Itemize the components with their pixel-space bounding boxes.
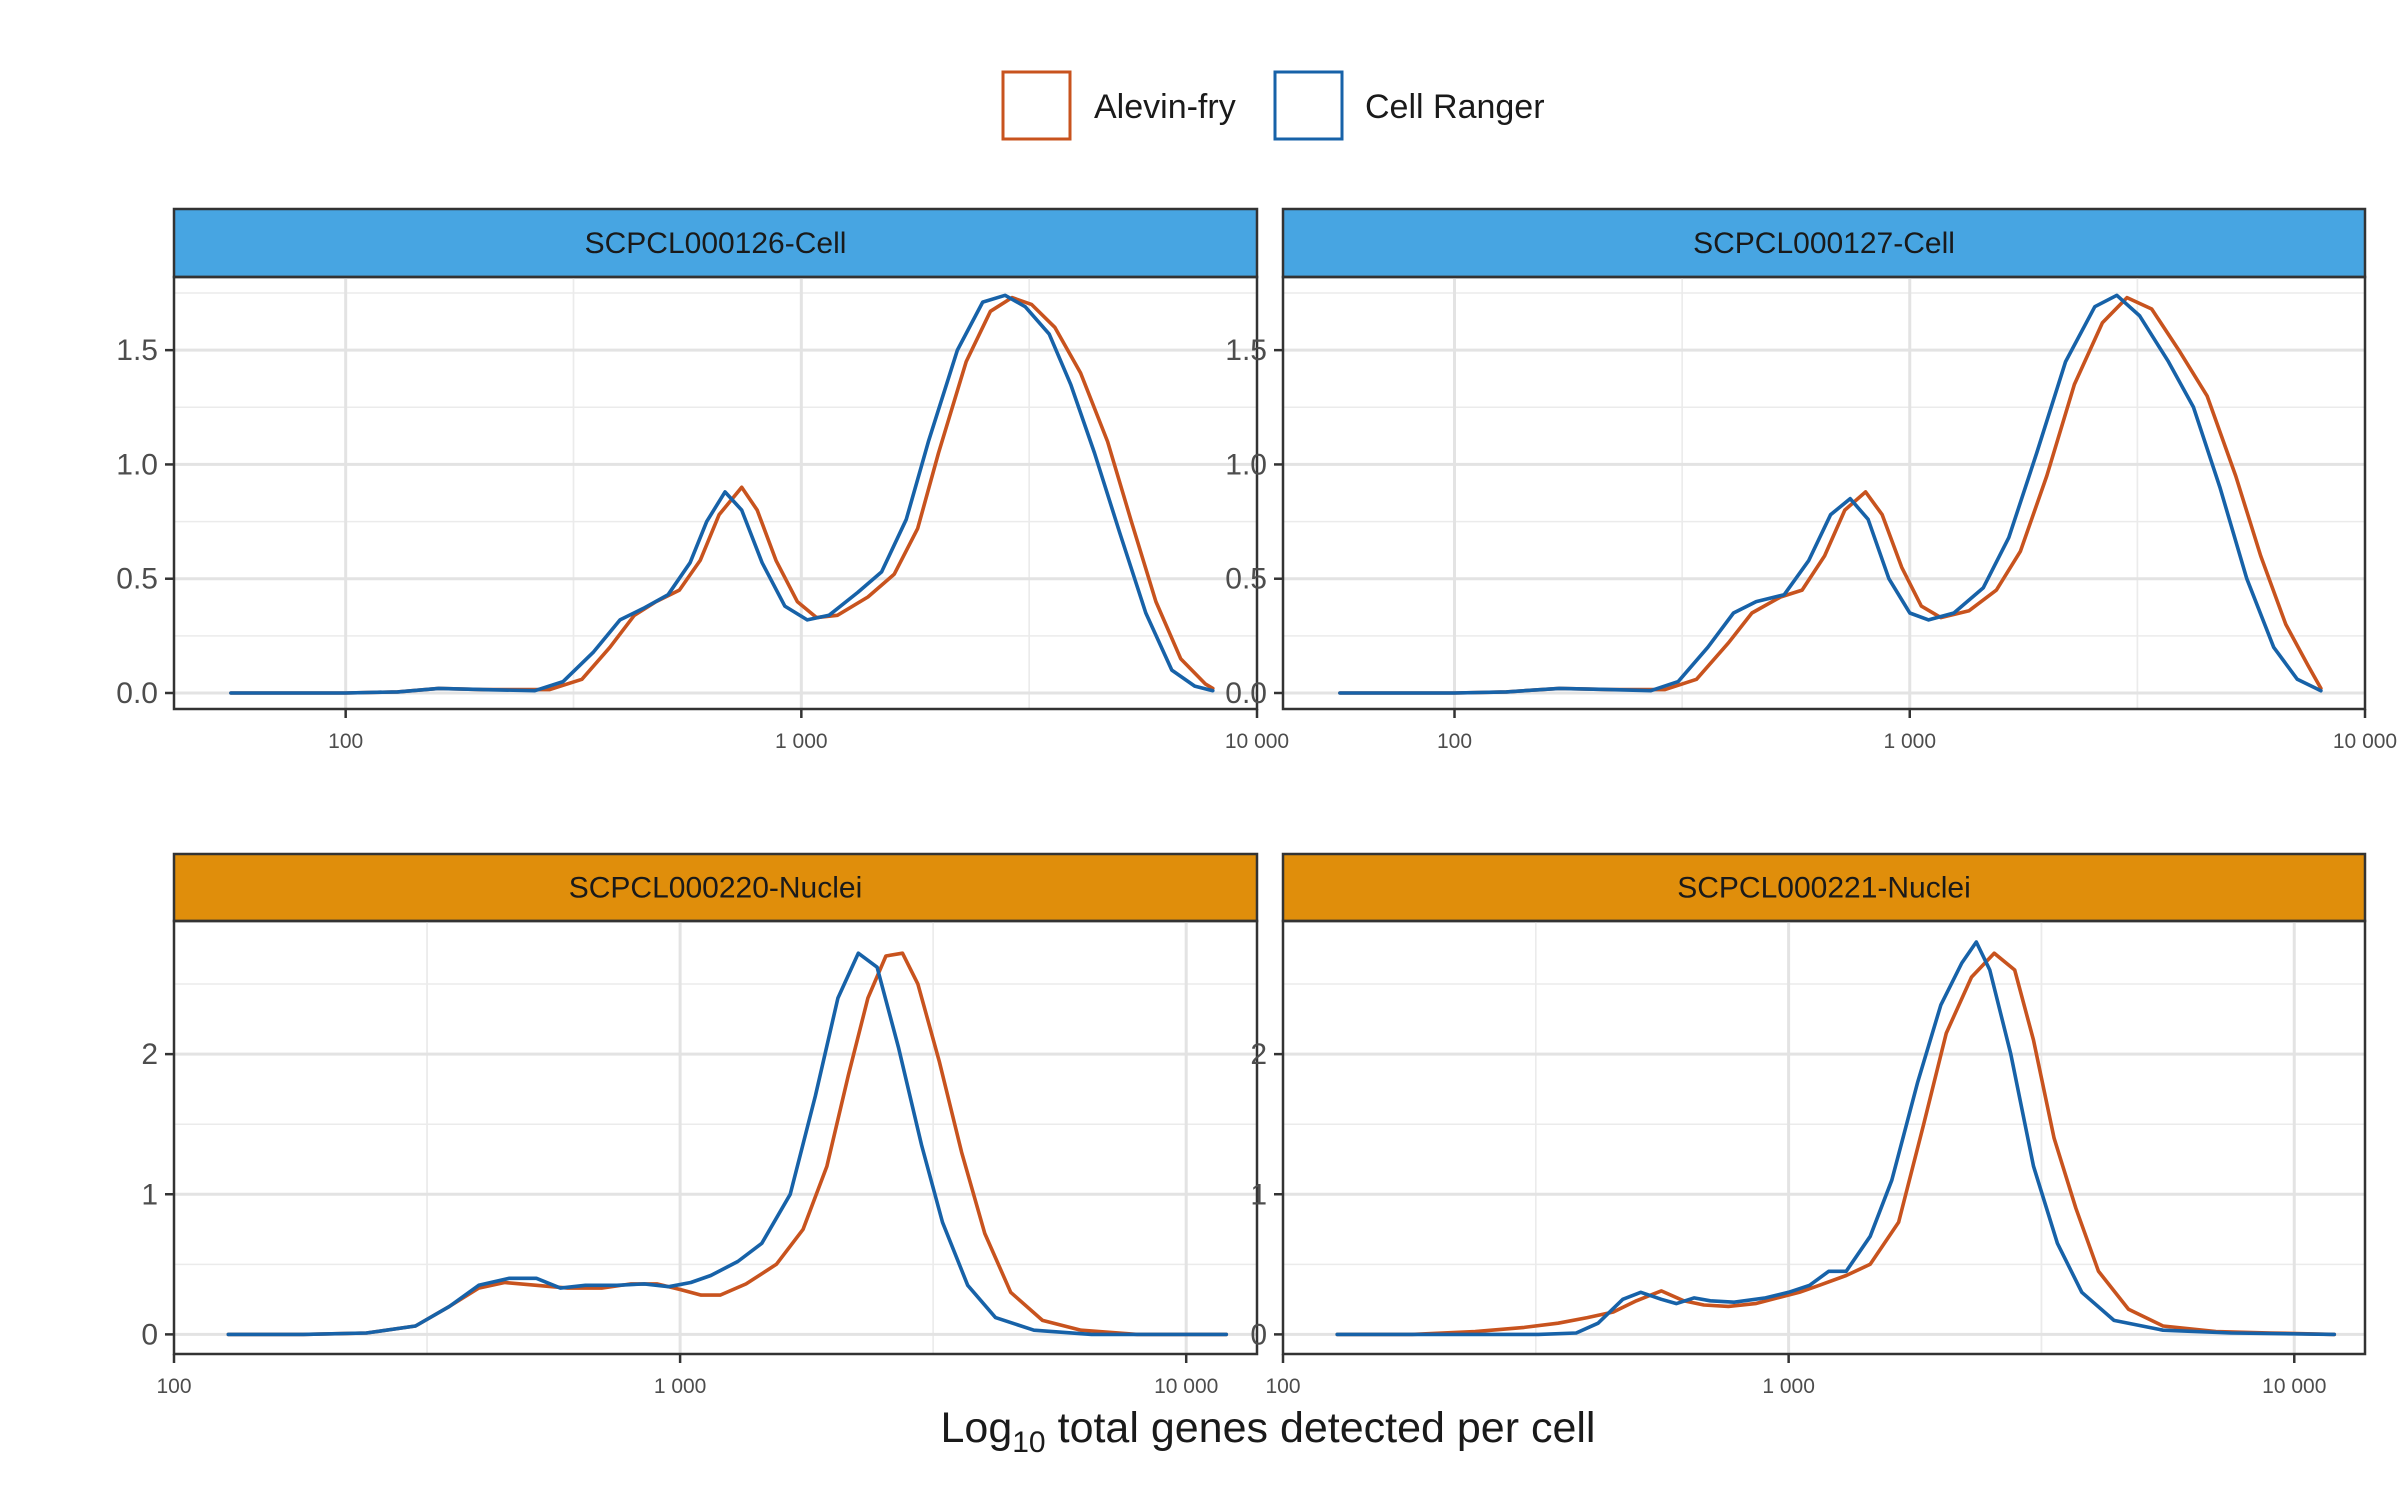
x-axis-title: Log10 total genes detected per cell xyxy=(941,1404,1596,1459)
panel-border xyxy=(1281,919,2367,1356)
y-tick-label: 0.0 xyxy=(1225,677,1267,710)
y-tick-label: 1.0 xyxy=(116,448,158,481)
series-line-cell-ranger xyxy=(1338,293,2323,695)
x-tick-label: 100 xyxy=(1437,730,1472,753)
y-tick-label: 1.5 xyxy=(116,334,158,367)
x-axis: 100 1 000 10 000 xyxy=(328,709,1289,753)
x-tick-label: 1 000 xyxy=(1762,1375,1815,1398)
x-axis-title-prefix: Log xyxy=(941,1404,1013,1452)
y-tick-label: 0.5 xyxy=(1225,563,1267,596)
x-tick-label: 1 000 xyxy=(654,1375,707,1398)
y-tick-label: 0 xyxy=(141,1318,158,1351)
strip-background xyxy=(1281,852,2367,923)
x-tick-label: 100 xyxy=(1265,1375,1300,1398)
strip-background xyxy=(172,852,1259,923)
y-tick-label: 1.5 xyxy=(1225,334,1267,367)
x-axis: 100 1 000 10 000 xyxy=(156,1354,1218,1398)
strip-background xyxy=(1281,207,2367,279)
y-tick-label: 2 xyxy=(1250,1038,1267,1071)
y-tick-label: 1.0 xyxy=(1225,448,1267,481)
series-line-alevin-fry xyxy=(226,951,1229,1337)
series-line-cell-ranger xyxy=(229,293,1215,695)
panel-scpcl000221-nuclei: SCPCL000221-Nuclei 0 1 2 100 1 000 10 000 xyxy=(1250,852,2367,1398)
strip-background xyxy=(172,207,1259,279)
panel-scpcl000126-cell: SCPCL000126-Cell 0.0 0.5 1.0 1.5 100 1 000 10 … xyxy=(116,207,1289,753)
strip-label: SCPCL000127-Cell xyxy=(1693,227,1955,260)
gridlines xyxy=(1283,277,2365,709)
legend: Alevin-fry Cell Ranger xyxy=(1001,70,1545,141)
x-tick-label: 100 xyxy=(328,730,363,753)
x-tick-label: 10 000 xyxy=(2262,1375,2326,1398)
x-tick-label: 1 000 xyxy=(775,730,828,753)
strip-label: SCPCL000126-Cell xyxy=(585,227,847,260)
legend-key-alevin-fry xyxy=(1001,70,1072,141)
series-lines xyxy=(226,951,1229,1337)
x-tick-label: 1 000 xyxy=(1883,730,1936,753)
legend-key-cell-ranger xyxy=(1273,70,1344,141)
x-axis: 100 1 000 10 000 xyxy=(1265,1354,2326,1398)
x-tick-label: 10 000 xyxy=(1154,1375,1218,1398)
y-tick-label: 0.5 xyxy=(116,563,158,596)
y-tick-label: 1 xyxy=(141,1178,158,1211)
series-lines xyxy=(229,293,1215,695)
legend-label-alevin-fry: Alevin-fry xyxy=(1094,88,1236,126)
panel-border xyxy=(172,919,1259,1356)
series-line-alevin-fry xyxy=(1335,951,2337,1337)
series-line-cell-ranger xyxy=(1335,940,2337,1337)
x-tick-label: 100 xyxy=(156,1375,191,1398)
y-tick-label: 1 xyxy=(1250,1178,1267,1211)
panel-border xyxy=(172,275,1259,711)
y-axis: 0 1 2 xyxy=(141,1038,174,1351)
y-tick-label: 0.0 xyxy=(116,677,158,710)
gridlines xyxy=(174,277,1257,709)
panel-border xyxy=(1281,275,2367,711)
y-axis: 0.0 0.5 1.0 1.5 xyxy=(116,334,174,710)
panel-scpcl000127-cell: SCPCL000127-Cell 0.0 0.5 1.0 1.5 100 1 000 10 … xyxy=(1225,207,2397,753)
series-lines xyxy=(1335,940,2337,1337)
x-axis-title-subscript: 10 xyxy=(1012,1426,1045,1459)
x-tick-label: 10 000 xyxy=(1225,730,1289,753)
x-axis: 100 1 000 10 000 xyxy=(1437,709,2397,753)
y-axis: 0 1 2 xyxy=(1250,1038,1283,1351)
series-line-cell-ranger xyxy=(226,951,1229,1337)
series-lines xyxy=(1338,293,2323,695)
panel-scpcl000220-nuclei: SCPCL000220-Nuclei 0 1 2 100 1 000 10 000 xyxy=(141,852,1259,1398)
y-tick-label: 2 xyxy=(141,1038,158,1071)
x-axis-title-main: total genes detected per cell xyxy=(1058,1404,1596,1452)
legend-label-cell-ranger: Cell Ranger xyxy=(1365,88,1545,126)
strip-label: SCPCL000221-Nuclei xyxy=(1677,872,1971,905)
x-tick-label: 10 000 xyxy=(2333,730,2397,753)
y-axis: 0.0 0.5 1.0 1.5 xyxy=(1225,334,1283,710)
y-tick-label: 0 xyxy=(1250,1318,1267,1351)
strip-label: SCPCL000220-Nuclei xyxy=(569,872,863,905)
